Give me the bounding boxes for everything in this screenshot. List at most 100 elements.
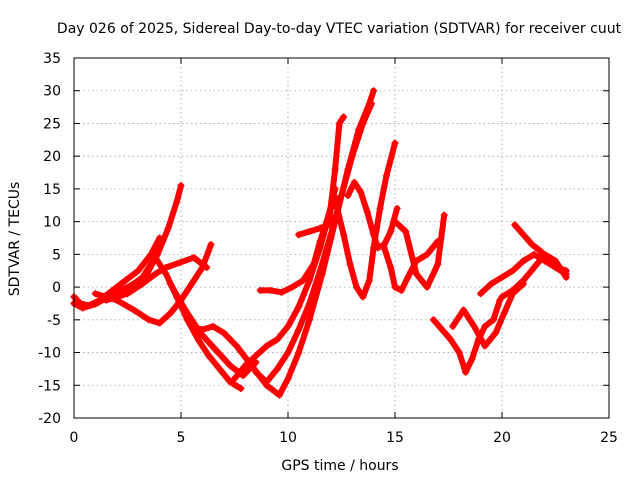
data-point-marker: [346, 260, 354, 268]
data-point-marker: [121, 277, 129, 285]
data-point-marker: [252, 368, 260, 376]
data-point-marker: [205, 352, 213, 360]
data-point-marker: [492, 329, 500, 337]
data-point-marker: [562, 273, 570, 281]
x-tick-label: 15: [386, 430, 404, 446]
data-point-marker: [288, 283, 296, 291]
data-point-marker: [348, 152, 356, 160]
data-point-marker: [241, 362, 249, 370]
x-tick-label: 5: [177, 430, 186, 446]
data-point-marker: [211, 345, 219, 353]
data-point-marker: [376, 205, 384, 213]
data-point-marker: [203, 263, 211, 271]
data-point-marker: [397, 286, 405, 294]
data-point-marker: [181, 306, 189, 314]
y-tick-label: -5: [47, 313, 61, 329]
data-point-marker: [374, 244, 382, 252]
data-point-marker: [357, 188, 365, 196]
data-point-marker: [344, 191, 352, 199]
data-point-marker: [340, 231, 348, 239]
y-tick-label: 5: [52, 247, 61, 263]
data-point-marker: [489, 316, 497, 324]
series-trace-15: [391, 211, 448, 291]
data-point-marker: [295, 326, 303, 334]
data-point-marker: [299, 277, 307, 285]
series-line: [449, 280, 527, 349]
series-line: [334, 140, 398, 300]
series-trace-16: [430, 296, 504, 376]
data-point-marker: [519, 231, 527, 239]
chart-title: Day 026 of 2025, Sidereal Day-to-day VTE…: [57, 21, 622, 37]
data-point-marker: [391, 139, 399, 147]
series-line: [430, 297, 503, 376]
data-point-marker: [151, 270, 159, 278]
data-point-marker: [209, 322, 217, 330]
data-point-marker: [511, 221, 519, 229]
y-tick-label: -20: [38, 411, 61, 427]
data-point-marker: [370, 231, 378, 239]
data-point-marker: [423, 283, 431, 291]
data-point-marker: [310, 260, 318, 268]
series-trace-12: [333, 139, 399, 301]
data-point-marker: [188, 322, 196, 330]
data-point-marker: [295, 231, 303, 239]
series-line: [92, 241, 214, 327]
series-trace-9: [252, 100, 375, 386]
x-tick-label: 25: [600, 430, 618, 446]
data-point-marker: [459, 306, 467, 314]
data-point-marker: [134, 267, 142, 275]
series-line: [252, 100, 375, 385]
y-tick-label: 10: [43, 215, 61, 231]
data-point-marker: [305, 227, 313, 235]
data-point-marker: [402, 227, 410, 235]
data-point-marker: [487, 280, 495, 288]
data-point-marker: [198, 326, 206, 334]
series-trace-20: [511, 221, 570, 275]
data-point-marker: [519, 277, 527, 285]
data-point-marker: [91, 290, 99, 298]
data-point-marker: [498, 293, 506, 301]
data-point-marker: [470, 322, 478, 330]
axes: 0 5 10 15 20 25 -20 -15 -10 -5 0 5 10 15 20 25 30 35: [38, 51, 618, 446]
data-point-marker: [273, 335, 281, 343]
data-point-marker: [528, 241, 536, 249]
data-point-marker: [190, 254, 198, 262]
data-point-marker: [350, 178, 358, 186]
y-tick-label: 20: [43, 149, 61, 165]
data-point-marker: [233, 342, 241, 350]
data-point-marker: [338, 191, 345, 199]
x-tick-label: 10: [279, 430, 297, 446]
data-point-marker: [91, 300, 99, 308]
data-point-marker: [273, 365, 281, 373]
data-point-marker: [147, 250, 155, 258]
data-point-marker: [500, 309, 508, 317]
series-trace-6: [166, 280, 260, 379]
data-point-marker: [226, 378, 234, 386]
data-point-marker: [481, 322, 489, 330]
data-point-marker: [335, 119, 343, 127]
data-point-marker: [156, 319, 164, 327]
data-point-marker: [162, 270, 170, 278]
data-point-marker: [391, 283, 399, 291]
data-point-marker: [295, 303, 303, 311]
data-point-marker: [380, 244, 388, 252]
data-point-marker: [498, 273, 506, 281]
data-point-marker: [382, 172, 390, 180]
data-point-marker: [449, 322, 457, 330]
data-point-marker: [455, 349, 463, 357]
data-point-marker: [434, 260, 442, 268]
data-point-marker: [263, 342, 271, 350]
y-tick-label: 25: [43, 116, 61, 132]
data-point-marker: [391, 218, 399, 226]
data-point-marker: [430, 316, 438, 324]
y-tick-label: 30: [43, 84, 61, 100]
series-line: [344, 179, 401, 251]
data-point-marker: [305, 299, 313, 307]
data-point-marker: [141, 270, 149, 278]
data-point-marker: [226, 362, 234, 370]
data-point-marker: [130, 306, 138, 314]
series-layer: [70, 87, 570, 399]
data-point-marker: [173, 198, 181, 206]
data-point-marker: [412, 270, 420, 278]
data-point-marker: [295, 349, 303, 357]
